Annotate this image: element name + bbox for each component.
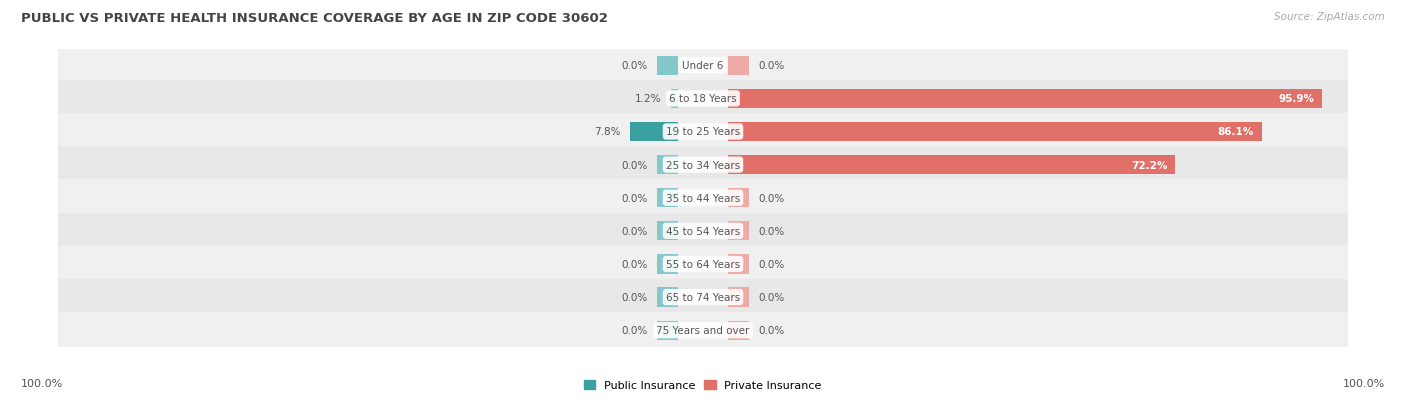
Bar: [728, 189, 749, 208]
Bar: [657, 222, 678, 241]
Text: 0.0%: 0.0%: [759, 292, 785, 302]
Text: 0.0%: 0.0%: [759, 61, 785, 71]
Bar: [728, 57, 749, 76]
Text: Under 6: Under 6: [682, 61, 724, 71]
Bar: [630, 123, 678, 142]
Bar: [728, 123, 1261, 142]
Text: 95.9%: 95.9%: [1279, 94, 1315, 104]
Bar: [657, 156, 678, 175]
Text: 100.0%: 100.0%: [21, 378, 63, 388]
Text: 0.0%: 0.0%: [621, 259, 647, 269]
Text: Source: ZipAtlas.com: Source: ZipAtlas.com: [1274, 12, 1385, 22]
Bar: [728, 255, 749, 274]
Text: 0.0%: 0.0%: [759, 226, 785, 236]
Bar: [58, 180, 1348, 216]
Legend: Public Insurance, Private Insurance: Public Insurance, Private Insurance: [579, 375, 827, 395]
Bar: [657, 255, 678, 274]
Text: 0.0%: 0.0%: [621, 160, 647, 170]
Bar: [58, 279, 1348, 316]
Text: 7.8%: 7.8%: [595, 127, 620, 137]
Text: 0.0%: 0.0%: [621, 193, 647, 203]
Text: 0.0%: 0.0%: [759, 325, 785, 335]
Bar: [657, 57, 678, 76]
Bar: [728, 288, 749, 307]
Text: PUBLIC VS PRIVATE HEALTH INSURANCE COVERAGE BY AGE IN ZIP CODE 30602: PUBLIC VS PRIVATE HEALTH INSURANCE COVER…: [21, 12, 607, 25]
Text: 0.0%: 0.0%: [621, 226, 647, 236]
Text: 0.0%: 0.0%: [621, 61, 647, 71]
Text: 19 to 25 Years: 19 to 25 Years: [666, 127, 740, 137]
Text: 0.0%: 0.0%: [759, 259, 785, 269]
Text: 75 Years and over: 75 Years and over: [657, 325, 749, 335]
Bar: [728, 321, 749, 340]
Text: 72.2%: 72.2%: [1132, 160, 1168, 170]
Bar: [58, 213, 1348, 249]
Text: 0.0%: 0.0%: [621, 325, 647, 335]
Text: 25 to 34 Years: 25 to 34 Years: [666, 160, 740, 170]
Text: 100.0%: 100.0%: [1343, 378, 1385, 388]
Bar: [58, 312, 1348, 349]
Text: 65 to 74 Years: 65 to 74 Years: [666, 292, 740, 302]
Bar: [58, 114, 1348, 150]
Text: 0.0%: 0.0%: [759, 193, 785, 203]
Text: 45 to 54 Years: 45 to 54 Years: [666, 226, 740, 236]
Bar: [728, 156, 1175, 175]
Bar: [657, 189, 678, 208]
Text: 1.2%: 1.2%: [636, 94, 661, 104]
Text: 6 to 18 Years: 6 to 18 Years: [669, 94, 737, 104]
Text: 86.1%: 86.1%: [1218, 127, 1254, 137]
Text: 35 to 44 Years: 35 to 44 Years: [666, 193, 740, 203]
Bar: [728, 222, 749, 241]
Bar: [657, 321, 678, 340]
Text: 0.0%: 0.0%: [621, 292, 647, 302]
Bar: [58, 81, 1348, 117]
Bar: [671, 90, 678, 109]
Bar: [58, 48, 1348, 84]
Bar: [58, 147, 1348, 183]
Bar: [58, 246, 1348, 282]
Bar: [728, 90, 1322, 109]
Text: 55 to 64 Years: 55 to 64 Years: [666, 259, 740, 269]
Bar: [657, 288, 678, 307]
